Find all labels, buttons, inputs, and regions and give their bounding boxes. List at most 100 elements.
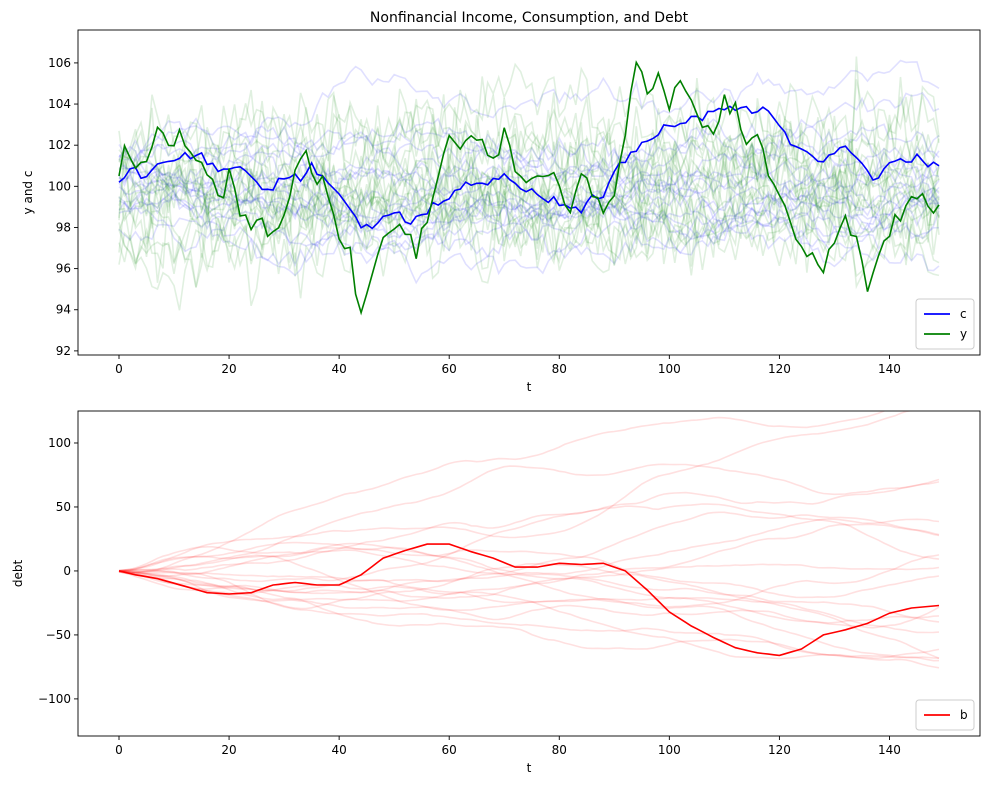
series-line-c [118, 105, 940, 230]
chart-panel-1: 0 20 40 60 80 100 120 140 92 94 96 98 100 102 104 106 t y… [21, 10, 981, 394]
background-path [118, 554, 940, 608]
x-tick-label: 120 [768, 743, 791, 757]
x-tick-label: 0 [115, 743, 123, 757]
background-path [118, 165, 940, 268]
background-path [118, 145, 940, 276]
background-path [118, 108, 940, 255]
background-path [118, 56, 940, 197]
legend-label-y: y [960, 327, 967, 341]
x-tick-label: 0 [115, 362, 123, 376]
y-tick-label: 94 [56, 303, 71, 317]
background-path [118, 164, 940, 277]
x-axis-label: t [527, 380, 532, 394]
y-axis-label: debt [11, 560, 25, 588]
x-tick-label: 20 [221, 743, 236, 757]
background-path [118, 76, 940, 277]
y-tick-label: 100 [48, 436, 71, 450]
background-path [118, 114, 940, 288]
background-path [118, 503, 940, 583]
x-tick-label: 20 [221, 362, 236, 376]
background-path [118, 62, 940, 191]
background-path [118, 170, 940, 241]
background-path [118, 150, 940, 197]
background-path [118, 59, 940, 157]
y-tick-label: 106 [48, 56, 71, 70]
x-tick-label: 60 [442, 743, 457, 757]
background-path [118, 541, 940, 599]
background-path [118, 180, 940, 311]
background-path [118, 188, 940, 257]
x-tick-label: 100 [658, 743, 681, 757]
background-path [118, 463, 940, 574]
background-path [118, 112, 940, 240]
y-tick-label: 96 [56, 262, 71, 276]
plot-area [118, 56, 940, 316]
background-path [118, 141, 940, 249]
chart-panel-2: 0 20 40 60 80 100 120 140 −100 −50 0 50 100 t debt b [11, 410, 981, 775]
legend: b [915, 699, 975, 731]
x-tick-label: 100 [658, 362, 681, 376]
background-path [118, 554, 940, 624]
background-path [118, 411, 914, 572]
series-line-b [118, 543, 940, 657]
background-path [118, 135, 940, 268]
y-tick-label: 50 [56, 500, 71, 514]
background-path [118, 562, 940, 659]
axes-frame [77, 410, 981, 737]
background-path [118, 136, 940, 221]
y-tick-label: 102 [48, 138, 71, 152]
background-path [118, 78, 940, 241]
y-tick-label: 100 [48, 179, 71, 193]
plot-area [118, 411, 940, 669]
background-path [118, 571, 940, 669]
y-tick-label: 92 [56, 344, 71, 358]
legend-box [915, 298, 975, 350]
x-tick-label: 40 [331, 743, 346, 757]
background-path [118, 92, 940, 176]
y-tick-label: 0 [63, 564, 71, 578]
y-axis-label: y and c [21, 171, 35, 215]
legend-label-c: c [960, 307, 967, 321]
background-path [118, 481, 940, 572]
series-line-y [118, 60, 940, 316]
background-path [118, 133, 940, 277]
background-path [118, 88, 940, 217]
background-path [118, 141, 940, 268]
background-path [118, 183, 940, 272]
x-tick-label: 40 [331, 362, 346, 376]
background-path [118, 155, 940, 269]
legend: cy [915, 298, 975, 350]
background-path [118, 523, 940, 599]
background-path [118, 129, 940, 271]
background-path [118, 117, 940, 183]
background-path [118, 546, 940, 634]
background-path [118, 123, 940, 243]
legend-label-b: b [960, 708, 968, 722]
y-tick-label: 98 [56, 220, 71, 234]
background-path [118, 161, 940, 285]
background-path [118, 546, 940, 619]
background-path [118, 563, 940, 596]
x-tick-label: 80 [552, 743, 567, 757]
y-tick-label: −100 [38, 692, 71, 706]
background-path [118, 570, 940, 629]
x-tick-label: 60 [442, 362, 457, 376]
x-tick-label: 140 [878, 362, 901, 376]
background-path [118, 139, 940, 217]
background-path [118, 87, 940, 207]
background-path [118, 169, 940, 251]
y-tick-label: −50 [46, 628, 71, 642]
x-tick-label: 140 [878, 743, 901, 757]
x-tick-label: 120 [768, 362, 791, 376]
background-path [118, 518, 940, 595]
background-path [118, 126, 940, 211]
background-path [118, 411, 887, 574]
x-axis-label: t [527, 761, 532, 775]
background-path [118, 542, 940, 659]
background-path [118, 149, 940, 269]
background-path [118, 570, 940, 660]
chart-title: Nonfinancial Income, Consumption, and De… [370, 10, 689, 26]
x-tick-label: 80 [552, 362, 567, 376]
axes-frame [77, 29, 981, 356]
